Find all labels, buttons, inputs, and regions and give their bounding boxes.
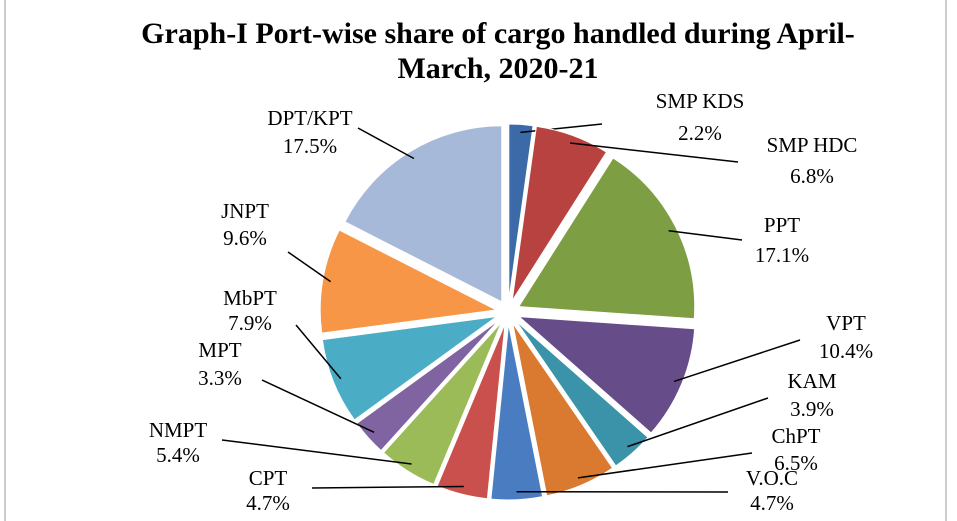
pie-slice [490,323,544,501]
leader-line [261,379,375,433]
slice-label: ChPT [771,424,820,448]
slice-label: KAM [787,369,836,393]
chart-title: Graph-I Port-wise share of cargo handled… [141,17,855,85]
slice-value-label: 10.4% [819,339,873,363]
pie-slice [517,316,696,434]
pie-slice [515,320,649,467]
leader-line [577,452,753,479]
slice-value-label: 3.3% [198,366,242,390]
leader-line [287,251,332,283]
slice-label: V.O.C [746,466,798,490]
slice-label: SMP KDS [656,89,745,113]
slice-value-label: 4.7% [246,491,290,515]
slice-value-label: 4.7% [750,491,794,515]
slice-value-label: 5.4% [156,443,200,467]
slice-label: DPT/KPT [267,106,352,130]
pie-slice [517,157,696,320]
leader-line [295,324,342,380]
slice-value-label: 17.5% [283,134,337,158]
slice-label: PPT [764,213,800,237]
slice-label: VPT [826,311,866,335]
pie-slice [321,315,498,421]
slice-value-label: 3.9% [790,397,834,421]
slice-value-label: 9.6% [223,226,267,250]
pie-slice [512,322,614,497]
slice-value-label: 17.1% [755,243,809,267]
slice-value-label: 6.8% [790,164,834,188]
slice-value-label: 7.9% [228,311,272,335]
pie-slice [511,125,608,302]
leader-line [357,127,415,160]
leader-line [569,142,739,163]
slice-label: MbPT [223,286,277,310]
slice-label: MPT [198,338,241,362]
leader-line [627,397,769,448]
slice-label: CPT [249,466,288,490]
slice-label: NMPT [149,418,208,442]
pie-slice [344,125,503,303]
slice-label: SMP HDC [767,133,858,157]
leader-line [221,439,412,465]
leader-line [673,339,801,383]
slice-value-label: 2.2% [678,121,722,145]
leader-line [668,230,743,241]
pie-slice [508,123,534,301]
leader-line [311,485,464,489]
slice-value-label: 6.5% [774,451,818,475]
leader-line [520,123,603,134]
pie-slice [382,321,503,486]
pie-slice [319,229,498,334]
slice-label: JNPT [221,199,269,223]
